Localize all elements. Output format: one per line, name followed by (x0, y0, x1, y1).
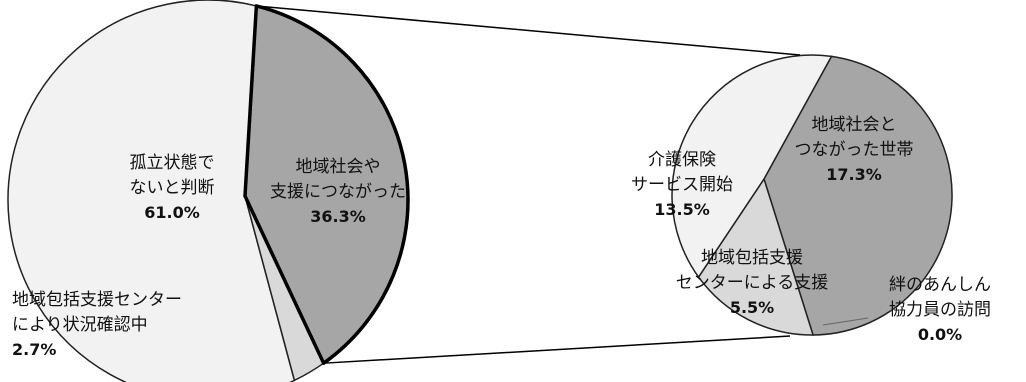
left-center-checking-value: 2.7% (12, 340, 56, 359)
left-connected-label: 地域社会や (296, 157, 381, 177)
right-center-support-label: センターによる支援 (676, 273, 829, 293)
right-community-label: つながった世帯 (795, 140, 914, 160)
connector-line-bottom (323, 335, 791, 364)
right-care-insurance-value: 13.5% (654, 200, 710, 219)
right-care-insurance-label: サービス開始 (631, 175, 733, 195)
left-isolated-no-label: 孤立状態で (130, 153, 215, 173)
right-center-support-value: 5.5% (730, 298, 774, 317)
left-isolated-no-label: ないと判断 (130, 178, 215, 198)
right-community-value: 17.3% (826, 165, 882, 184)
left-center-checking-label: 地域包括支援センター (12, 290, 182, 310)
left-connected-label: 支援につながった (270, 182, 406, 202)
right-center-support-label: 地域包括支援 (701, 248, 803, 268)
right-volunteer-value: 0.0% (918, 325, 962, 344)
right-volunteer-label: 絆のあんしん (889, 275, 991, 295)
left-isolated-no-value: 61.0% (144, 203, 200, 222)
left-center-checking-label: により状況確認中 (12, 315, 148, 335)
right-care-insurance-label: 介護保険 (648, 150, 716, 170)
right-pie-slice-community (763, 55, 953, 336)
right-community-label: 地域社会と (812, 115, 897, 135)
left-pie-slice-isolated-no (7, 0, 296, 382)
left-connected-value: 36.3% (310, 207, 366, 226)
connector-line-top (256, 5, 801, 56)
left-pie-highlight-outline (243, 4, 410, 365)
right-pie-slice-center-support (697, 177, 815, 336)
right-pie-slice-care-insurance (671, 54, 833, 279)
volunteer-leader-line (822, 317, 869, 326)
right-volunteer-label: 協力員の訪問 (889, 300, 991, 320)
